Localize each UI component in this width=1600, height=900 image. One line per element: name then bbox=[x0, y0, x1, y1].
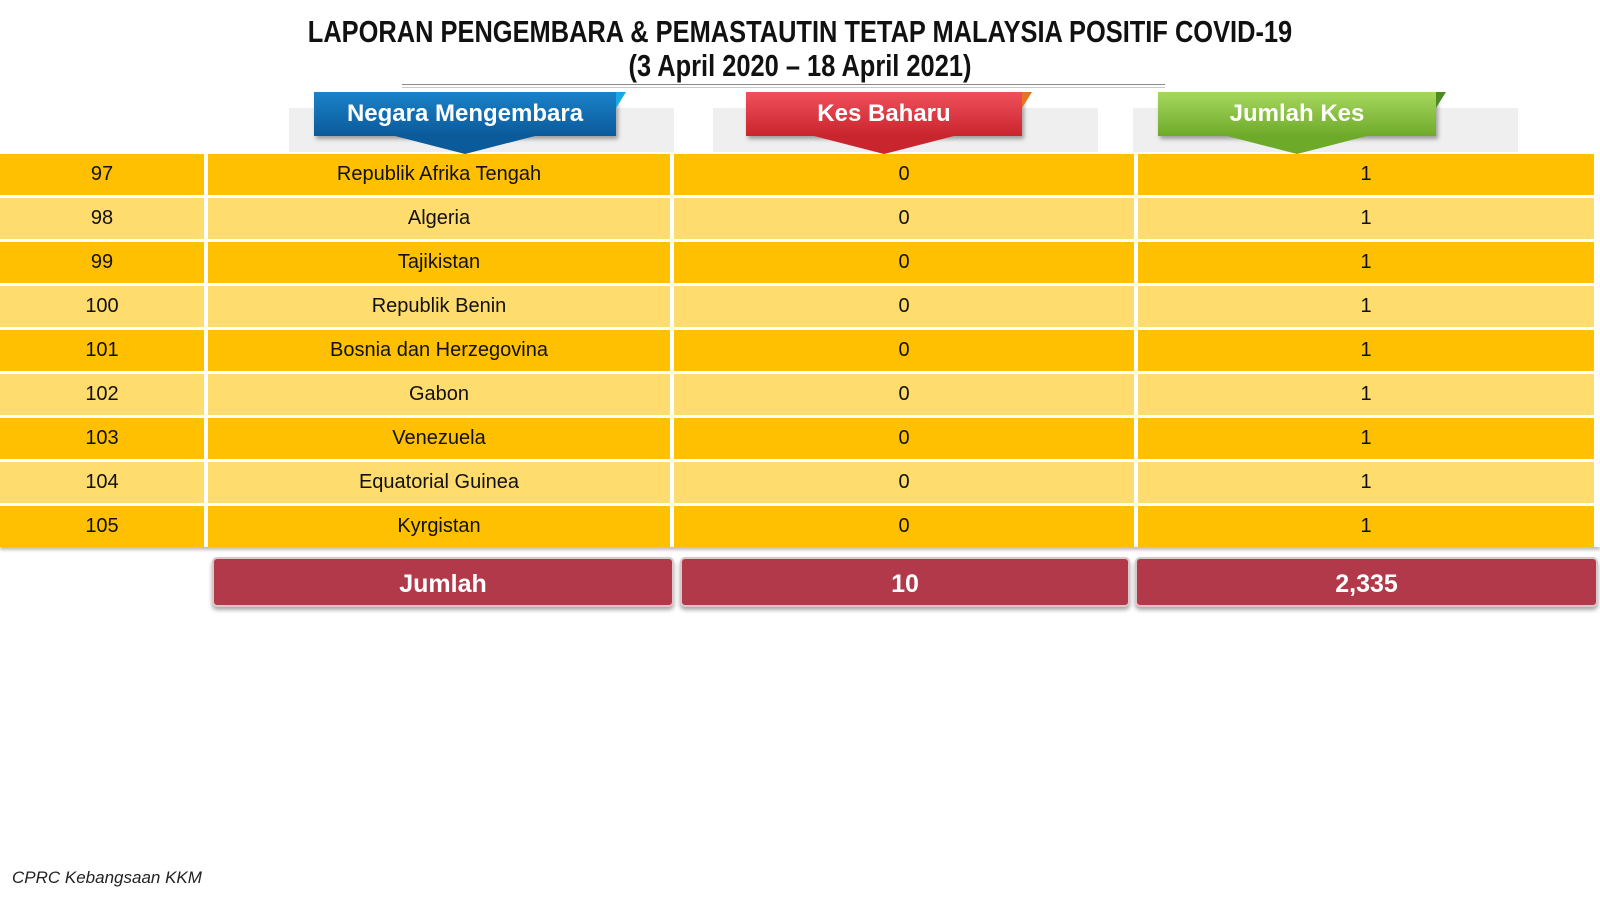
total-cases-value: 1 bbox=[1138, 506, 1594, 547]
row-number: 103 bbox=[0, 418, 204, 459]
new-cases-value: 0 bbox=[674, 418, 1134, 459]
row-number: 102 bbox=[0, 374, 204, 415]
banner-fold bbox=[1022, 92, 1032, 108]
totals-new-cases: 10 bbox=[680, 557, 1130, 607]
row-number: 98 bbox=[0, 198, 204, 239]
total-cases-value: 1 bbox=[1138, 242, 1594, 283]
country-name: Bosnia dan Herzegovina bbox=[208, 330, 670, 371]
new-cases-value: 0 bbox=[674, 462, 1134, 503]
header-country-banner: Negara Mengembara bbox=[314, 92, 626, 154]
totals-label: Jumlah bbox=[212, 557, 674, 607]
table-row: 103 Venezuela 0 1 bbox=[0, 418, 1600, 459]
total-cases-value: 1 bbox=[1138, 154, 1594, 195]
table-row: 105 Kyrgistan 0 1 bbox=[0, 506, 1600, 547]
total-cases-value: 1 bbox=[1138, 462, 1594, 503]
country-name: Gabon bbox=[208, 374, 670, 415]
country-name: Venezuela bbox=[208, 418, 670, 459]
new-cases-value: 0 bbox=[674, 198, 1134, 239]
header-new-cases-label: Kes Baharu bbox=[817, 100, 951, 127]
total-cases-value: 1 bbox=[1138, 418, 1594, 459]
new-cases-value: 0 bbox=[674, 154, 1134, 195]
table-row: 102 Gabon 0 1 bbox=[0, 374, 1600, 415]
country-name: Algeria bbox=[208, 198, 670, 239]
page-subtitle-date-range: (3 April 2020 – 18 April 2021) bbox=[628, 48, 972, 83]
source-credit: CPRC Kebangsaan KKM bbox=[12, 868, 202, 887]
row-number: 101 bbox=[0, 330, 204, 371]
row-number: 100 bbox=[0, 286, 204, 327]
table-row: 98 Algeria 0 1 bbox=[0, 198, 1600, 239]
table-row: 100 Republik Benin 0 1 bbox=[0, 286, 1600, 327]
total-cases-value: 1 bbox=[1138, 374, 1594, 415]
country-name: Tajikistan bbox=[208, 242, 670, 283]
totals-total-cases: 2,335 bbox=[1135, 557, 1598, 607]
new-cases-value: 0 bbox=[674, 330, 1134, 371]
total-cases-value: 1 bbox=[1138, 330, 1594, 371]
total-cases-value: 1 bbox=[1138, 198, 1594, 239]
row-number: 105 bbox=[0, 506, 204, 547]
table-row: 97 Republik Afrika Tengah 0 1 bbox=[0, 154, 1600, 195]
banner-fold bbox=[616, 92, 626, 108]
new-cases-value: 0 bbox=[674, 506, 1134, 547]
totals-row: Jumlah 10 2,335 bbox=[0, 557, 1600, 607]
country-cases-table: 97 Republik Afrika Tengah 0 1 98 Algeria… bbox=[0, 154, 1600, 547]
new-cases-value: 0 bbox=[674, 286, 1134, 327]
new-cases-value: 0 bbox=[674, 374, 1134, 415]
header-country-label: Negara Mengembara bbox=[346, 100, 584, 127]
banner-fold bbox=[1436, 92, 1446, 108]
header-total-cases-banner: Jumlah Kes bbox=[1158, 92, 1446, 154]
country-name: Republik Afrika Tengah bbox=[208, 154, 670, 195]
total-cases-value: 1 bbox=[1138, 286, 1594, 327]
row-number: 104 bbox=[0, 462, 204, 503]
row-number: 99 bbox=[0, 242, 204, 283]
title-divider bbox=[402, 84, 1165, 88]
table-row: 104 Equatorial Guinea 0 1 bbox=[0, 462, 1600, 503]
country-name: Republik Benin bbox=[208, 286, 670, 327]
page-title: LAPORAN PENGEMBARA & PEMASTAUTIN TETAP M… bbox=[307, 14, 1293, 49]
country-name: Equatorial Guinea bbox=[208, 462, 670, 503]
table-row: 99 Tajikistan 0 1 bbox=[0, 242, 1600, 283]
row-number: 97 bbox=[0, 154, 204, 195]
header-new-cases-banner: Kes Baharu bbox=[746, 92, 1032, 154]
table-row: 101 Bosnia dan Herzegovina 0 1 bbox=[0, 330, 1600, 371]
header-total-cases-label: Jumlah Kes bbox=[1229, 100, 1365, 127]
new-cases-value: 0 bbox=[674, 242, 1134, 283]
country-name: Kyrgistan bbox=[208, 506, 670, 547]
